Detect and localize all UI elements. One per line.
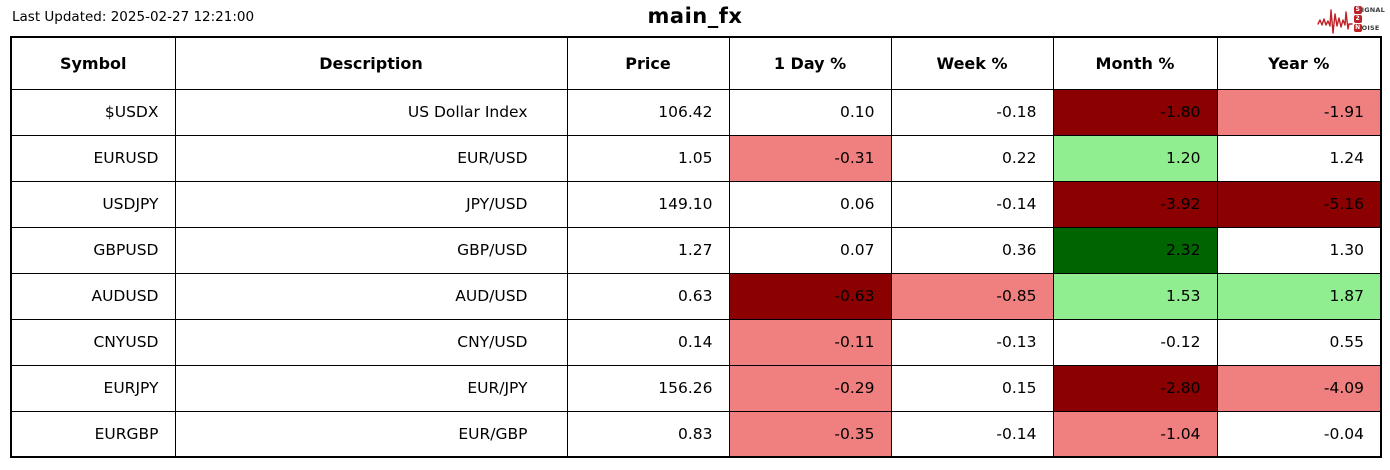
fx-table-header: Symbol Description Price 1 Day % Week % Month… bbox=[10, 36, 1382, 90]
symbol-cell: USDJPY bbox=[10, 180, 176, 228]
column-header-price: Price bbox=[566, 36, 730, 90]
logo-badge-s: S bbox=[1353, 6, 1362, 14]
description-cell: EUR/USD bbox=[174, 134, 568, 182]
price-cell: 0.14 bbox=[566, 318, 730, 366]
signal2noise-logo: S IGNAL 2 N OISE bbox=[1316, 2, 1385, 36]
week-pct-cell: 0.22 bbox=[890, 134, 1054, 182]
logo-text: S IGNAL 2 N OISE bbox=[1353, 6, 1385, 32]
month-pct-cell: -3.92 bbox=[1052, 180, 1218, 228]
price-cell: 1.27 bbox=[566, 226, 730, 274]
table-row: USDJPY JPY/USD 149.10 0.06 -0.14 -3.92 -5.16 bbox=[10, 180, 1382, 228]
month-pct-cell: 2.32 bbox=[1052, 226, 1218, 274]
price-cell: 0.83 bbox=[566, 410, 730, 458]
symbol-cell: CNYUSD bbox=[10, 318, 176, 366]
symbol-cell: GBPUSD bbox=[10, 226, 176, 274]
symbol-cell: EURUSD bbox=[10, 134, 176, 182]
year-pct-cell: 1.87 bbox=[1216, 272, 1382, 320]
column-header-description: Description bbox=[174, 36, 568, 90]
table-row: EURUSD EUR/USD 1.05 -0.31 0.22 1.20 1.24 bbox=[10, 134, 1382, 182]
description-cell: CNY/USD bbox=[174, 318, 568, 366]
logo-badge-2: 2 bbox=[1353, 15, 1362, 23]
column-header-year-pct: Year % bbox=[1216, 36, 1382, 90]
symbol-cell: EURGBP bbox=[10, 410, 176, 458]
price-cell: 106.42 bbox=[566, 88, 730, 136]
week-pct-cell: 0.36 bbox=[890, 226, 1054, 274]
day-pct-cell: -0.35 bbox=[728, 410, 892, 458]
description-cell: GBP/USD bbox=[174, 226, 568, 274]
table-row: EURJPY EUR/JPY 156.26 -0.29 0.15 -2.80 -4.09 bbox=[10, 364, 1382, 412]
week-pct-cell: -0.13 bbox=[890, 318, 1054, 366]
table-row: CNYUSD CNY/USD 0.14 -0.11 -0.13 -0.12 0.55 bbox=[10, 318, 1382, 366]
month-pct-cell: -0.12 bbox=[1052, 318, 1218, 366]
symbol-cell: $USDX bbox=[10, 88, 176, 136]
table-row: GBPUSD GBP/USD 1.27 0.07 0.36 2.32 1.30 bbox=[10, 226, 1382, 274]
logo-badge-n: N bbox=[1353, 24, 1362, 32]
table-row: EURGBP EUR/GBP 0.83 -0.35 -0.14 -1.04 -0.04 bbox=[10, 410, 1382, 458]
month-pct-cell: -1.80 bbox=[1052, 88, 1218, 136]
week-pct-cell: -0.14 bbox=[890, 180, 1054, 228]
week-pct-cell: 0.15 bbox=[890, 364, 1054, 412]
price-cell: 156.26 bbox=[566, 364, 730, 412]
week-pct-cell: -0.14 bbox=[890, 410, 1054, 458]
logo-line-signal: S IGNAL bbox=[1353, 6, 1385, 14]
fx-table: Symbol Description Price 1 Day % Week % Month… bbox=[10, 36, 1382, 458]
symbol-cell: AUDUSD bbox=[10, 272, 176, 320]
day-pct-cell: 0.07 bbox=[728, 226, 892, 274]
header-row: Symbol Description Price 1 Day % Week % Month… bbox=[10, 36, 1382, 90]
day-pct-cell: 0.10 bbox=[728, 88, 892, 136]
month-pct-cell: 1.53 bbox=[1052, 272, 1218, 320]
column-header-week-pct: Week % bbox=[890, 36, 1054, 90]
day-pct-cell: -0.63 bbox=[728, 272, 892, 320]
column-header-day-pct: 1 Day % bbox=[728, 36, 892, 90]
day-pct-cell: -0.31 bbox=[728, 134, 892, 182]
column-header-month-pct: Month % bbox=[1052, 36, 1218, 90]
year-pct-cell: 1.30 bbox=[1216, 226, 1382, 274]
price-cell: 1.05 bbox=[566, 134, 730, 182]
week-pct-cell: -0.85 bbox=[890, 272, 1054, 320]
fx-table-body: $USDX US Dollar Index 106.42 0.10 -0.18 -1.80… bbox=[10, 88, 1382, 458]
year-pct-cell: 0.55 bbox=[1216, 318, 1382, 366]
day-pct-cell: 0.06 bbox=[728, 180, 892, 228]
table-row: $USDX US Dollar Index 106.42 0.10 -0.18 -1.80… bbox=[10, 88, 1382, 136]
year-pct-cell: -5.16 bbox=[1216, 180, 1382, 228]
month-pct-cell: -1.04 bbox=[1052, 410, 1218, 458]
page-title: main_fx bbox=[647, 4, 743, 28]
year-pct-cell: -4.09 bbox=[1216, 364, 1382, 412]
year-pct-cell: -0.04 bbox=[1216, 410, 1382, 458]
table-row: AUDUSD AUD/USD 0.63 -0.63 -0.85 1.53 1.87 bbox=[10, 272, 1382, 320]
day-pct-cell: -0.29 bbox=[728, 364, 892, 412]
logo-line-2: 2 bbox=[1353, 15, 1385, 23]
month-pct-cell: 1.20 bbox=[1052, 134, 1218, 182]
logo-line-noise: N OISE bbox=[1353, 24, 1380, 32]
description-cell: EUR/GBP bbox=[174, 410, 568, 458]
description-cell: EUR/JPY bbox=[174, 364, 568, 412]
price-cell: 0.63 bbox=[566, 272, 730, 320]
week-pct-cell: -0.18 bbox=[890, 88, 1054, 136]
year-pct-cell: -1.91 bbox=[1216, 88, 1382, 136]
description-cell: JPY/USD bbox=[174, 180, 568, 228]
price-cell: 149.10 bbox=[566, 180, 730, 228]
column-header-symbol: Symbol bbox=[10, 36, 176, 90]
waveform-icon bbox=[1316, 9, 1353, 34]
last-updated-timestamp: Last Updated: 2025-02-27 12:21:00 bbox=[12, 9, 255, 25]
day-pct-cell: -0.11 bbox=[728, 318, 892, 366]
month-pct-cell: -2.80 bbox=[1052, 364, 1218, 412]
symbol-cell: EURJPY bbox=[10, 364, 176, 412]
description-cell: AUD/USD bbox=[174, 272, 568, 320]
description-cell: US Dollar Index bbox=[174, 88, 568, 136]
year-pct-cell: 1.24 bbox=[1216, 134, 1382, 182]
